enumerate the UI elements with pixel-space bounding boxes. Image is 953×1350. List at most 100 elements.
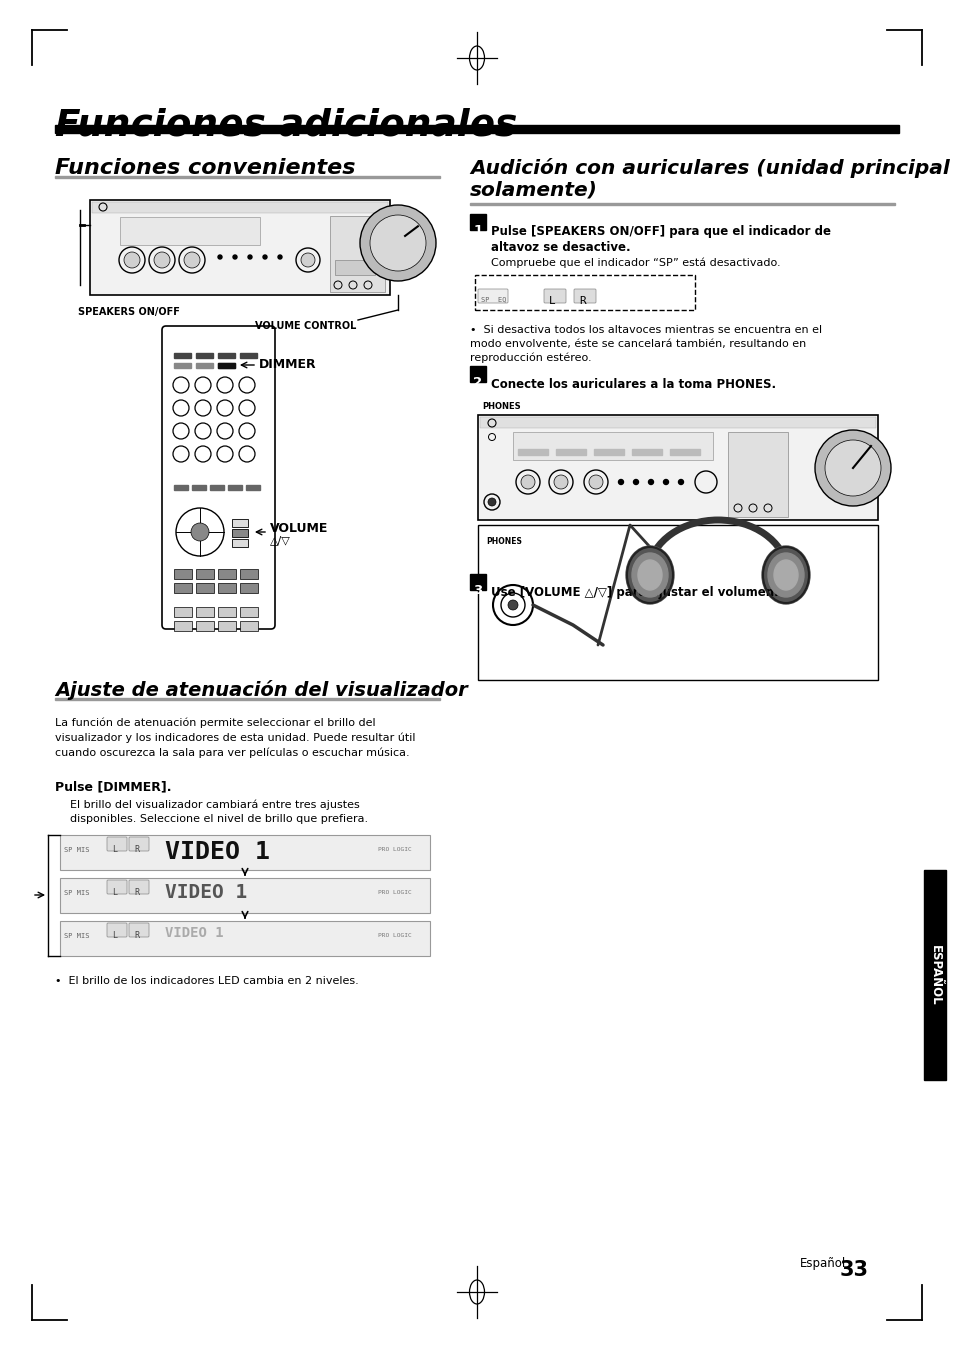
Bar (195, 621, 213, 630)
Text: DIMMER: DIMMER (258, 359, 316, 371)
Bar (55, 698, 439, 701)
Circle shape (662, 479, 668, 485)
Bar (470, 366, 485, 382)
Bar (240, 621, 257, 630)
Bar (60, 921, 430, 956)
Text: Pulse [SPEAKERS ON/OFF] para que el indicador de
altavoz se desactive.: Pulse [SPEAKERS ON/OFF] para que el indi… (491, 225, 830, 254)
Bar (195, 363, 213, 369)
Bar (173, 568, 192, 579)
Bar (556, 450, 585, 455)
FancyBboxPatch shape (129, 923, 149, 937)
Ellipse shape (773, 560, 797, 590)
Text: SP  EQ: SP EQ (480, 296, 506, 302)
Ellipse shape (638, 560, 661, 590)
Ellipse shape (767, 554, 803, 597)
Text: VIDEO 1: VIDEO 1 (165, 883, 247, 902)
Text: PRO LOGIC: PRO LOGIC (377, 933, 412, 938)
Circle shape (124, 252, 140, 269)
Circle shape (588, 475, 602, 489)
Bar (173, 363, 191, 369)
Circle shape (633, 479, 638, 485)
Bar (513, 432, 712, 460)
Text: ESPAÑOL: ESPAÑOL (927, 945, 941, 1006)
Text: R: R (578, 296, 585, 306)
Text: 3: 3 (473, 585, 482, 597)
Bar (60, 878, 430, 913)
Circle shape (191, 522, 209, 541)
Bar (218, 363, 234, 369)
Circle shape (359, 205, 436, 281)
FancyBboxPatch shape (107, 837, 127, 850)
Text: 1: 1 (473, 224, 482, 238)
Text: L: L (112, 931, 117, 940)
Bar (335, 261, 375, 275)
Bar (246, 485, 260, 490)
Circle shape (370, 215, 426, 271)
Circle shape (233, 255, 236, 259)
Text: Audición con auriculares (unidad principal
solamente): Audición con auriculares (unidad princip… (470, 158, 949, 200)
Text: SP MIS: SP MIS (64, 933, 90, 940)
Bar (240, 583, 257, 593)
Circle shape (153, 252, 170, 269)
Bar (470, 215, 485, 230)
Bar (470, 202, 894, 205)
Bar (479, 417, 875, 428)
Text: •  El brillo de los indicadores LED cambia en 2 niveles.: • El brillo de los indicadores LED cambi… (55, 976, 358, 986)
Bar (218, 608, 235, 617)
Bar (173, 352, 191, 358)
Ellipse shape (625, 545, 673, 603)
FancyBboxPatch shape (129, 880, 149, 894)
FancyBboxPatch shape (129, 837, 149, 850)
FancyBboxPatch shape (543, 289, 565, 302)
Ellipse shape (631, 554, 667, 597)
Bar (240, 568, 257, 579)
Bar (218, 568, 235, 579)
Text: Conecte los auriculares a la toma PHONES.: Conecte los auriculares a la toma PHONES… (491, 378, 776, 392)
Text: SP MIS: SP MIS (64, 846, 90, 853)
Text: VIDEO 1: VIDEO 1 (165, 840, 270, 864)
Text: R: R (133, 931, 139, 940)
Bar (218, 621, 235, 630)
FancyBboxPatch shape (162, 325, 274, 629)
Bar (470, 574, 485, 590)
Bar (232, 539, 248, 547)
Bar (477, 525, 877, 680)
Text: SP MIS: SP MIS (64, 890, 90, 896)
Text: PHONES: PHONES (485, 537, 521, 545)
Circle shape (218, 255, 222, 259)
Bar (631, 450, 661, 455)
Text: Pulse [DIMMER].: Pulse [DIMMER]. (55, 780, 172, 792)
Circle shape (184, 252, 200, 269)
Circle shape (301, 252, 314, 267)
Text: 33: 33 (840, 1260, 868, 1280)
Bar (330, 216, 385, 292)
Bar (173, 583, 192, 593)
Text: VOLUME CONTROL: VOLUME CONTROL (254, 321, 355, 331)
Bar (218, 352, 234, 358)
Bar (210, 485, 224, 490)
Bar (240, 608, 257, 617)
Text: La función de atenuación permite seleccionar el brillo del
visualizador y los in: La función de atenuación permite selecci… (55, 718, 416, 757)
Bar (195, 608, 213, 617)
Circle shape (618, 479, 623, 485)
Text: PRO LOGIC: PRO LOGIC (377, 846, 412, 852)
Bar (517, 450, 547, 455)
Bar (173, 485, 188, 490)
Circle shape (554, 475, 567, 489)
Bar (173, 608, 192, 617)
Text: L: L (112, 845, 117, 855)
Bar (90, 200, 390, 296)
Bar (218, 583, 235, 593)
Bar (228, 485, 242, 490)
Ellipse shape (761, 545, 809, 603)
Circle shape (277, 255, 282, 259)
Text: R: R (133, 845, 139, 855)
Circle shape (678, 479, 682, 485)
Bar (594, 450, 623, 455)
Text: Español: Español (800, 1257, 845, 1270)
Text: SPEAKERS ON/OFF: SPEAKERS ON/OFF (78, 306, 180, 317)
Text: PHONES: PHONES (481, 402, 520, 410)
Bar (120, 217, 260, 244)
Bar (60, 836, 430, 869)
Bar (232, 529, 248, 537)
